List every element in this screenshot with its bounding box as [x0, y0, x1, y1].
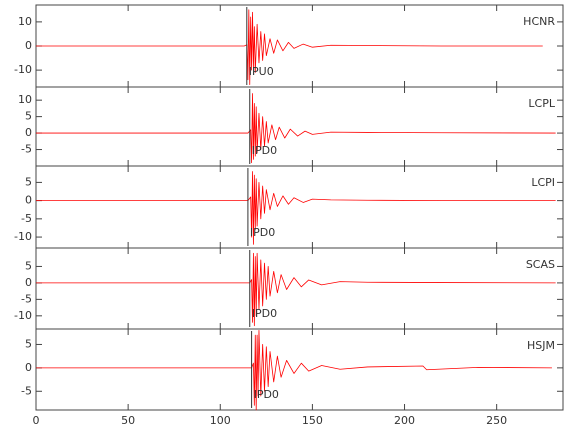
panel-frame: [35, 165, 564, 249]
pick-label: IPD0: [252, 144, 277, 157]
waveform: [36, 93, 556, 164]
x-tick-label: 250: [486, 414, 507, 427]
station-label: HCNR: [523, 15, 555, 28]
y-tick-label: 0: [25, 39, 32, 52]
y-tick-label: -5: [21, 384, 32, 397]
y-tick-label: -5: [21, 212, 32, 225]
station-label: LCPI: [531, 176, 555, 189]
y-tick-label: 0: [25, 126, 32, 139]
waveform: [36, 9, 543, 85]
waveform: [36, 330, 552, 411]
pick-label: IPU0: [249, 65, 274, 78]
x-tick-label: 200: [394, 414, 415, 427]
y-tick-label: -10: [14, 309, 32, 322]
pick-label: IPD0: [254, 388, 279, 401]
station-label: SCAS: [526, 258, 555, 271]
y-tick-label: 10: [18, 15, 32, 28]
x-tick-label: 50: [121, 414, 135, 427]
station-label: LCPL: [528, 97, 555, 110]
y-tick-label: -10: [14, 230, 32, 243]
y-tick-label: 0: [25, 276, 32, 289]
panel-frame: [35, 247, 564, 330]
pick-label: IPD0: [252, 307, 277, 320]
y-tick-label: 5: [25, 110, 32, 123]
waveform: [36, 171, 556, 245]
pick-label: IPD0: [250, 226, 275, 239]
y-tick-label: -5: [21, 143, 32, 156]
y-tick-label: 10: [18, 93, 32, 106]
panel-frame: [35, 328, 564, 411]
y-tick-label: 0: [25, 194, 32, 207]
panel-frame: [35, 86, 564, 167]
x-tick-label: 150: [302, 414, 323, 427]
x-tick-label: 100: [210, 414, 231, 427]
y-tick-label: 0: [25, 361, 32, 374]
station-label: HSJM: [527, 339, 555, 352]
x-tick-label: 0: [33, 414, 40, 427]
y-tick-label: 5: [25, 259, 32, 272]
waveform: [36, 252, 556, 327]
y-tick-label: -5: [21, 292, 32, 305]
y-tick-label: 5: [25, 337, 32, 350]
y-tick-label: -10: [14, 63, 32, 76]
y-tick-label: 5: [25, 175, 32, 188]
